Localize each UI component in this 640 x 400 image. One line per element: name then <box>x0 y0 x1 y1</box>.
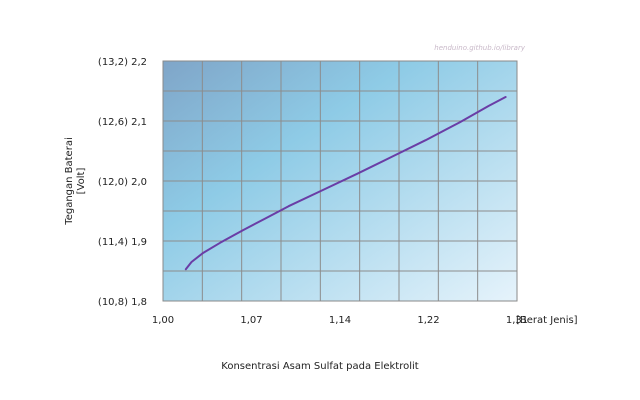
x-axis-label: Konsentrasi Asam Sulfat pada Elektrolit <box>221 361 419 372</box>
grid-lines <box>163 61 517 301</box>
x-tick-label: 1,00 <box>152 315 174 326</box>
x-tick-label: 1,14 <box>329 315 351 326</box>
x-tick-label: 1,22 <box>417 315 439 326</box>
y-tick-secondary-label: (12,0) <box>98 177 128 188</box>
y-axis-ticks: 2,2 2,1 2,0 1,9 1,8 <box>131 57 147 308</box>
watermark: henduino.github.io/library <box>434 44 526 52</box>
x-tick-label: 1,31 <box>506 315 528 326</box>
y-tick-label: 1,9 <box>131 237 147 248</box>
x-tick-label: 1,07 <box>240 315 262 326</box>
y-tick-secondary-label: (11,4) <box>98 237 128 248</box>
x-axis-ticks: 1,00 1,07 1,14 1,22 1,31 <box>152 315 528 326</box>
series-line <box>184 96 507 271</box>
x-unit-label: [Berat Jenis] <box>516 315 578 326</box>
y-tick-label: 1,8 <box>131 297 147 308</box>
y-tick-label: 2,2 <box>131 57 147 68</box>
y-axis-label-line-1: Tegangan Baterai <box>64 137 75 225</box>
y-tick-label: 2,0 <box>131 177 147 188</box>
y-tick-secondary-label: (10,8) <box>98 297 128 308</box>
y-tick-label: 2,1 <box>131 117 147 128</box>
plot-border <box>162 60 518 302</box>
series-layer <box>184 96 507 271</box>
y-axis-label: Tegangan Baterai [Volt] <box>64 137 87 225</box>
y-tick-secondary-label: (12,6) <box>98 117 128 128</box>
y-axis-label-line-2: [Volt] <box>76 168 87 195</box>
y-axis-secondary-ticks: (13,2) (12,6) (12,0) (11,4) (10,8) <box>98 57 128 308</box>
y-tick-secondary-label: (13,2) <box>98 57 128 68</box>
